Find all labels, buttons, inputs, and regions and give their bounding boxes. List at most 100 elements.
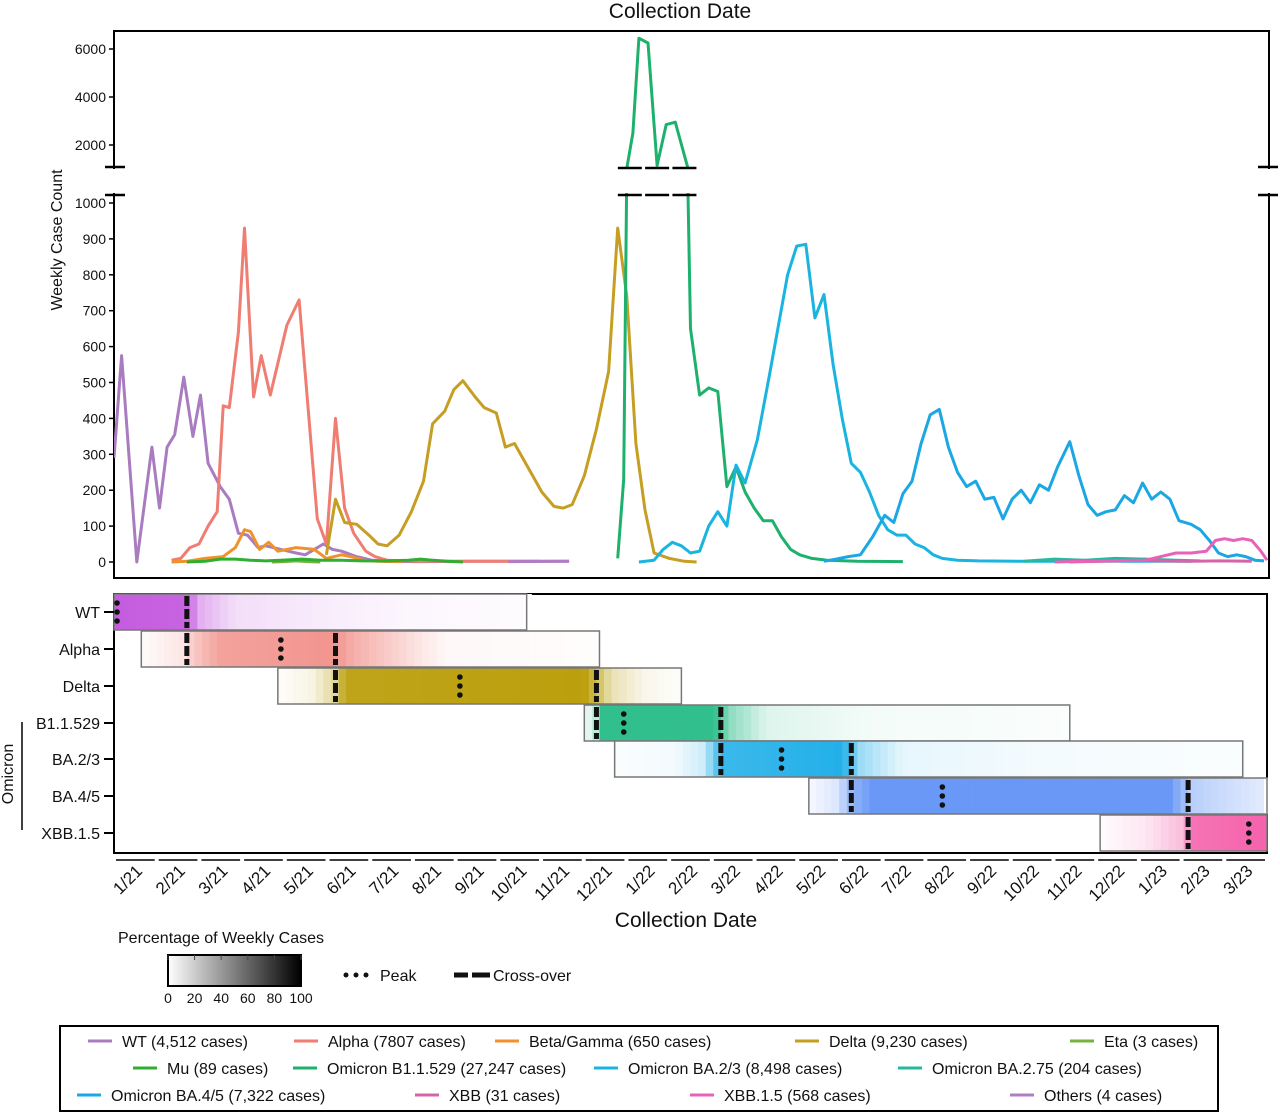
- heatmap-cell: [459, 631, 469, 667]
- heatmap-cell: [1251, 815, 1260, 851]
- heatmap-cell: [414, 668, 423, 704]
- heatmap-cell: [516, 594, 525, 630]
- heatmap-cell: [983, 778, 992, 814]
- heatmap-cell: [239, 631, 249, 667]
- heatmap-cell: [475, 668, 484, 704]
- heatmap-cell: [425, 594, 434, 630]
- y-tick-label: 900: [83, 231, 107, 247]
- heatmap-cell: [713, 705, 722, 741]
- heatmap-cell: [736, 741, 745, 777]
- legend-label: Alpha (7807 cases): [328, 1034, 466, 1051]
- x-tick-label: 9/21: [451, 861, 488, 898]
- heatmap-cell: [1081, 778, 1091, 814]
- peak-marker: [1245, 839, 1252, 845]
- heatmap-cell: [1044, 778, 1053, 814]
- heatmap-cell: [884, 778, 893, 814]
- heatmap-cell: [262, 631, 271, 667]
- heatmap-cell: [1036, 778, 1045, 814]
- series-line: [171, 226, 539, 563]
- heatmap-cell: [1016, 705, 1025, 741]
- line-chart-panel: 0 100 200 300 400 500 600 700 800 900 1000 2000 4000…: [49, 30, 1280, 579]
- heatmap-cell: [1213, 741, 1223, 777]
- heatmap-cell: [455, 594, 464, 630]
- row-label: B1.1.529: [36, 716, 100, 733]
- heatmap-cell: [1021, 778, 1030, 814]
- axis-break-gap-left: [100, 169, 120, 193]
- heatmap-cell: [497, 668, 506, 704]
- legend-label: Omicron B1.1.529 (27,247 cases): [327, 1061, 566, 1078]
- row-label: Alpha: [59, 642, 100, 659]
- row-label: Delta: [63, 679, 100, 696]
- heatmap-cell: [971, 741, 980, 777]
- heatmap-cell: [409, 594, 418, 630]
- heatmap-cell: [1009, 705, 1018, 741]
- heatmap-cell: [824, 778, 833, 814]
- heatmap-cell: [1062, 705, 1071, 741]
- heatmap-cell: [902, 705, 912, 741]
- heatmap-cell: [379, 594, 388, 630]
- heatmap-cell: [1153, 815, 1162, 851]
- heatmap-cell: [285, 631, 294, 667]
- heatmap-cell: [470, 594, 479, 630]
- heatmap-cell: [1138, 815, 1147, 851]
- x-tick-label: 3/21: [195, 861, 232, 898]
- heatmap-cell: [364, 594, 373, 630]
- legend-label: Beta/Gamma (650 cases): [529, 1034, 711, 1051]
- heatmap-cell: [831, 778, 840, 814]
- heatmap-cell: [596, 668, 605, 704]
- heatmap-cell: [1016, 741, 1025, 777]
- y-tick-label: 1000: [75, 195, 106, 211]
- heatmap-cell: [584, 705, 593, 741]
- heatmap-cell: [581, 668, 590, 704]
- heatmap-cell: [953, 778, 962, 814]
- y-tick-label: 6000: [75, 41, 106, 57]
- x-tick-label: 6/22: [835, 861, 872, 898]
- heatmap-cell: [672, 668, 681, 704]
- heatmap-cell: [998, 778, 1007, 814]
- heatmap-cell: [705, 705, 714, 741]
- series-line: [638, 242, 1192, 564]
- series-line: [823, 407, 1265, 563]
- heatmap-cell: [940, 741, 949, 777]
- x-tick-label: 7/21: [366, 861, 403, 898]
- heatmap-cell: [1115, 815, 1124, 851]
- heatmap-cell: [588, 668, 598, 704]
- heatmap-cell: [1191, 815, 1200, 851]
- heatmap-cell: [1226, 778, 1235, 814]
- y-tick-label: 500: [83, 375, 107, 391]
- heatmap-cell: [1077, 741, 1086, 777]
- heatmap-cell: [452, 631, 461, 667]
- heatmap-cell: [948, 705, 957, 741]
- legend-label: Omicron BA.4/5 (7,322 cases): [111, 1088, 325, 1105]
- heatmap-cell: [384, 668, 393, 704]
- y-tick-label: 100: [83, 518, 107, 534]
- heatmap-cell: [432, 594, 441, 630]
- heatmap-cell: [887, 705, 896, 741]
- peak-marker: [457, 683, 463, 689]
- heatmap-cell: [789, 741, 798, 777]
- heatmap-row: B1.1.529: [36, 704, 1071, 742]
- heatmap-cell: [467, 668, 476, 704]
- heatmap-cell: [604, 668, 613, 704]
- heatmap-cell: [968, 778, 977, 814]
- heatmap-cell: [1145, 815, 1154, 851]
- percentage-scale-legend: Percentage of Weekly Cases 0 20 40 60 80 100 Pe…: [118, 930, 572, 1006]
- peak-key-dot: [363, 972, 369, 978]
- heatmap-cell: [1206, 741, 1215, 777]
- y-tick-label: 800: [83, 267, 107, 283]
- heatmap-cell: [660, 705, 669, 741]
- heatmap-cell: [975, 778, 984, 814]
- heatmap-cell: [349, 594, 358, 630]
- heatmap-cell: [804, 741, 813, 777]
- heatmap-cell: [171, 631, 180, 667]
- heatmap-cell: [1172, 778, 1182, 814]
- x-tick-label: 3/23: [1220, 861, 1257, 898]
- heatmap-cell: [839, 778, 848, 814]
- heatmap-cell: [933, 705, 942, 741]
- heatmap-cell: [535, 668, 544, 704]
- heatmap-cell: [614, 741, 623, 777]
- heatmap-cell: [258, 594, 267, 630]
- heatmap-cell: [164, 631, 173, 667]
- heatmap-cell: [1047, 741, 1056, 777]
- heatmap-cell: [285, 668, 294, 704]
